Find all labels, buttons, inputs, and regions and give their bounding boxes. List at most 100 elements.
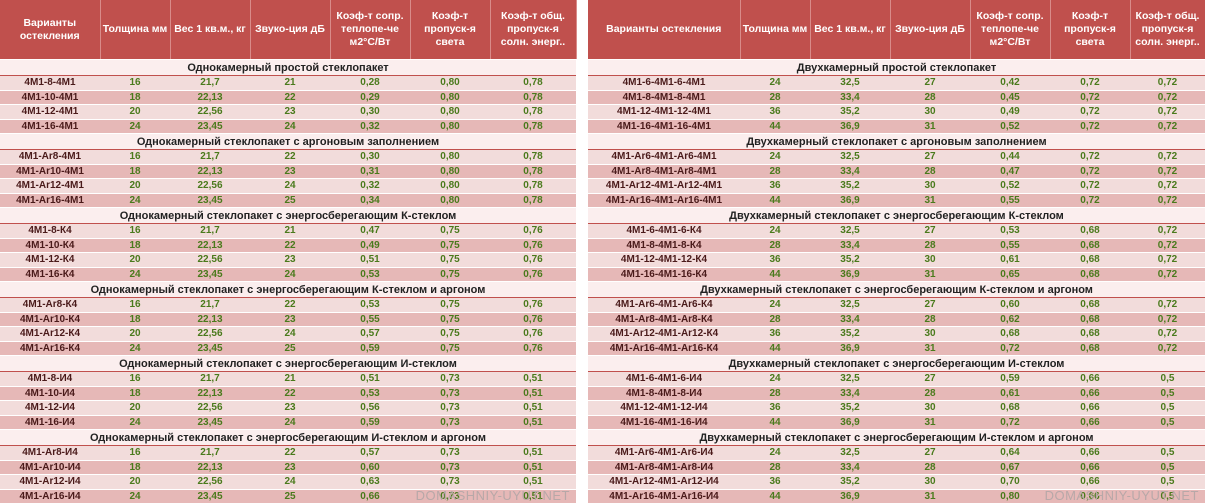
value-cell: 22,13 xyxy=(170,386,250,401)
data-row: 4М1-16-К4 24 23,45 24 0,53 0,75 0,76 xyxy=(0,267,576,282)
value-cell: 24 xyxy=(100,119,170,134)
value-cell: 24 xyxy=(100,415,170,430)
data-row: 4М1-8-4М1-8-4М1 28 33,4 28 0,45 0,72 0,72 xyxy=(588,90,1205,105)
value-cell: 36,9 xyxy=(810,415,890,430)
variant-cell: 4М1-8-4М1-8-К4 xyxy=(588,238,740,253)
value-cell: 31 xyxy=(890,341,970,356)
value-cell: 0,80 xyxy=(410,164,490,179)
variant-cell: 4М1-Ar12-4М1-Ar12-И4 xyxy=(588,474,740,490)
value-cell: 16 xyxy=(100,445,170,461)
value-cell: 28 xyxy=(740,164,810,179)
value-cell: 0,51 xyxy=(330,371,410,387)
header-cell: Толщина мм xyxy=(100,0,171,60)
value-cell: 24 xyxy=(100,489,170,504)
value-cell: 22,56 xyxy=(170,252,250,268)
variant-cell: 4М1-Ar8-К4 xyxy=(0,297,100,313)
variant-cell: 4М1-8-4М1-8-4М1 xyxy=(588,90,740,105)
value-cell: 22,13 xyxy=(170,238,250,253)
value-cell: 24 xyxy=(740,223,810,239)
value-cell: 0,73 xyxy=(410,400,490,416)
value-cell: 22 xyxy=(250,445,330,461)
value-cell: 22,56 xyxy=(170,326,250,342)
value-cell: 0,73 xyxy=(410,460,490,475)
value-cell: 0,53 xyxy=(970,223,1050,239)
value-cell: 44 xyxy=(740,267,810,282)
header-row: Варианты остекления Толщина мм Вес 1 кв.м.… xyxy=(0,0,577,60)
value-cell: 0,78 xyxy=(490,104,576,120)
value-cell: 22,56 xyxy=(170,400,250,416)
value-cell: 0,59 xyxy=(970,371,1050,387)
value-cell: 23,45 xyxy=(170,193,250,208)
value-cell: 28 xyxy=(740,460,810,475)
value-cell: 0,5 xyxy=(1130,400,1205,416)
value-cell: 0,72 xyxy=(1050,119,1130,134)
value-cell: 0,76 xyxy=(490,297,576,313)
value-cell: 0,68 xyxy=(1050,341,1130,356)
header-cell: Коэф-т пропуск-я света xyxy=(410,0,491,60)
section-row: Однокамерный стеклопакет с энергосберега… xyxy=(0,355,576,372)
value-cell: 22 xyxy=(250,149,330,165)
data-row: 4М1-12-4М1-12-4М1 36 35,2 30 0,49 0,72 0,72 xyxy=(588,104,1205,120)
value-cell: 22 xyxy=(250,386,330,401)
header-cell: Коэф-т общ. пропуск-я солн. энерг.. xyxy=(490,0,577,60)
data-row: 4М1-Ar8-4М1-Ar8-4М1 28 33,4 28 0,47 0,72 0,72 xyxy=(588,164,1205,179)
variant-cell: 4М1-16-4М1-16-И4 xyxy=(588,415,740,430)
data-row: 4М1-10-4М1 18 22,13 22 0,29 0,80 0,78 xyxy=(0,90,576,105)
value-cell: 0,66 xyxy=(1050,489,1130,504)
value-cell: 21 xyxy=(250,371,330,387)
section-row: Двухкамерный стеклопакет с энергосберега… xyxy=(588,355,1205,372)
data-row: 4М1-Ar12-4М1-Ar12-К4 36 35,2 30 0,68 0,68 0,72 xyxy=(588,326,1205,342)
value-cell: 0,72 xyxy=(1130,193,1205,208)
value-cell: 0,68 xyxy=(1050,267,1130,282)
value-cell: 0,66 xyxy=(1050,460,1130,475)
variant-cell: 4М1-16-4М1 xyxy=(0,119,100,134)
value-cell: 0,75 xyxy=(410,223,490,239)
value-cell: 0,72 xyxy=(1050,90,1130,105)
value-cell: 0,72 xyxy=(1130,238,1205,253)
value-cell: 0,72 xyxy=(1130,104,1205,120)
section-title: Однокамерный стеклопакет с энергосберега… xyxy=(0,355,576,372)
value-cell: 36 xyxy=(740,178,810,194)
value-cell: 0,72 xyxy=(1130,178,1205,194)
value-cell: 0,51 xyxy=(490,445,576,461)
value-cell: 0,73 xyxy=(410,371,490,387)
value-cell: 0,73 xyxy=(410,474,490,490)
value-cell: 27 xyxy=(890,371,970,387)
value-cell: 0,66 xyxy=(1050,400,1130,416)
value-cell: 18 xyxy=(100,238,170,253)
value-cell: 0,61 xyxy=(970,252,1050,268)
value-cell: 0,72 xyxy=(1050,178,1130,194)
value-cell: 0,51 xyxy=(490,400,576,416)
value-cell: 0,68 xyxy=(1050,326,1130,342)
value-cell: 22,56 xyxy=(170,104,250,120)
variant-cell: 4М1-Ar16-4М1-Ar16-И4 xyxy=(588,489,740,504)
value-cell: 36 xyxy=(740,474,810,490)
value-cell: 0,51 xyxy=(490,371,576,387)
value-cell: 18 xyxy=(100,312,170,327)
value-cell: 0,73 xyxy=(410,415,490,430)
value-cell: 0,61 xyxy=(970,386,1050,401)
section-title: Однокамерный стеклопакет с энергосберега… xyxy=(0,429,576,446)
value-cell: 0,66 xyxy=(1050,386,1130,401)
value-cell: 44 xyxy=(740,341,810,356)
header-cell: Коэф-т пропуск-я света xyxy=(1050,0,1131,60)
value-cell: 0,80 xyxy=(410,193,490,208)
data-row: 4М1-Ar16-К4 24 23,45 25 0,59 0,75 0,76 xyxy=(0,341,576,356)
value-cell: 0,59 xyxy=(330,341,410,356)
value-cell: 21 xyxy=(250,75,330,91)
section-title: Двухкамерный стеклопакет с энергосберега… xyxy=(588,429,1205,446)
value-cell: 33,4 xyxy=(810,312,890,327)
value-cell: 35,2 xyxy=(810,252,890,268)
variant-cell: 4М1-10-4М1 xyxy=(0,90,100,105)
variant-cell: 4М1-16-4М1-16-4М1 xyxy=(588,119,740,134)
value-cell: 20 xyxy=(100,252,170,268)
data-row: 4М1-Ar8-К4 16 21,7 22 0,53 0,75 0,76 xyxy=(0,297,576,313)
value-cell: 21,7 xyxy=(170,75,250,91)
section-title: Двухкамерный стеклопакет с аргоновым зап… xyxy=(588,133,1205,150)
data-row: 4М1-Ar10-4М1 18 22,13 23 0,31 0,80 0,78 xyxy=(0,164,576,179)
value-cell: 18 xyxy=(100,386,170,401)
value-cell: 23 xyxy=(250,400,330,416)
value-cell: 0,44 xyxy=(970,149,1050,165)
data-row: 4М1-12-К4 20 22,56 23 0,51 0,75 0,76 xyxy=(0,252,576,268)
value-cell: 0,68 xyxy=(1050,297,1130,313)
